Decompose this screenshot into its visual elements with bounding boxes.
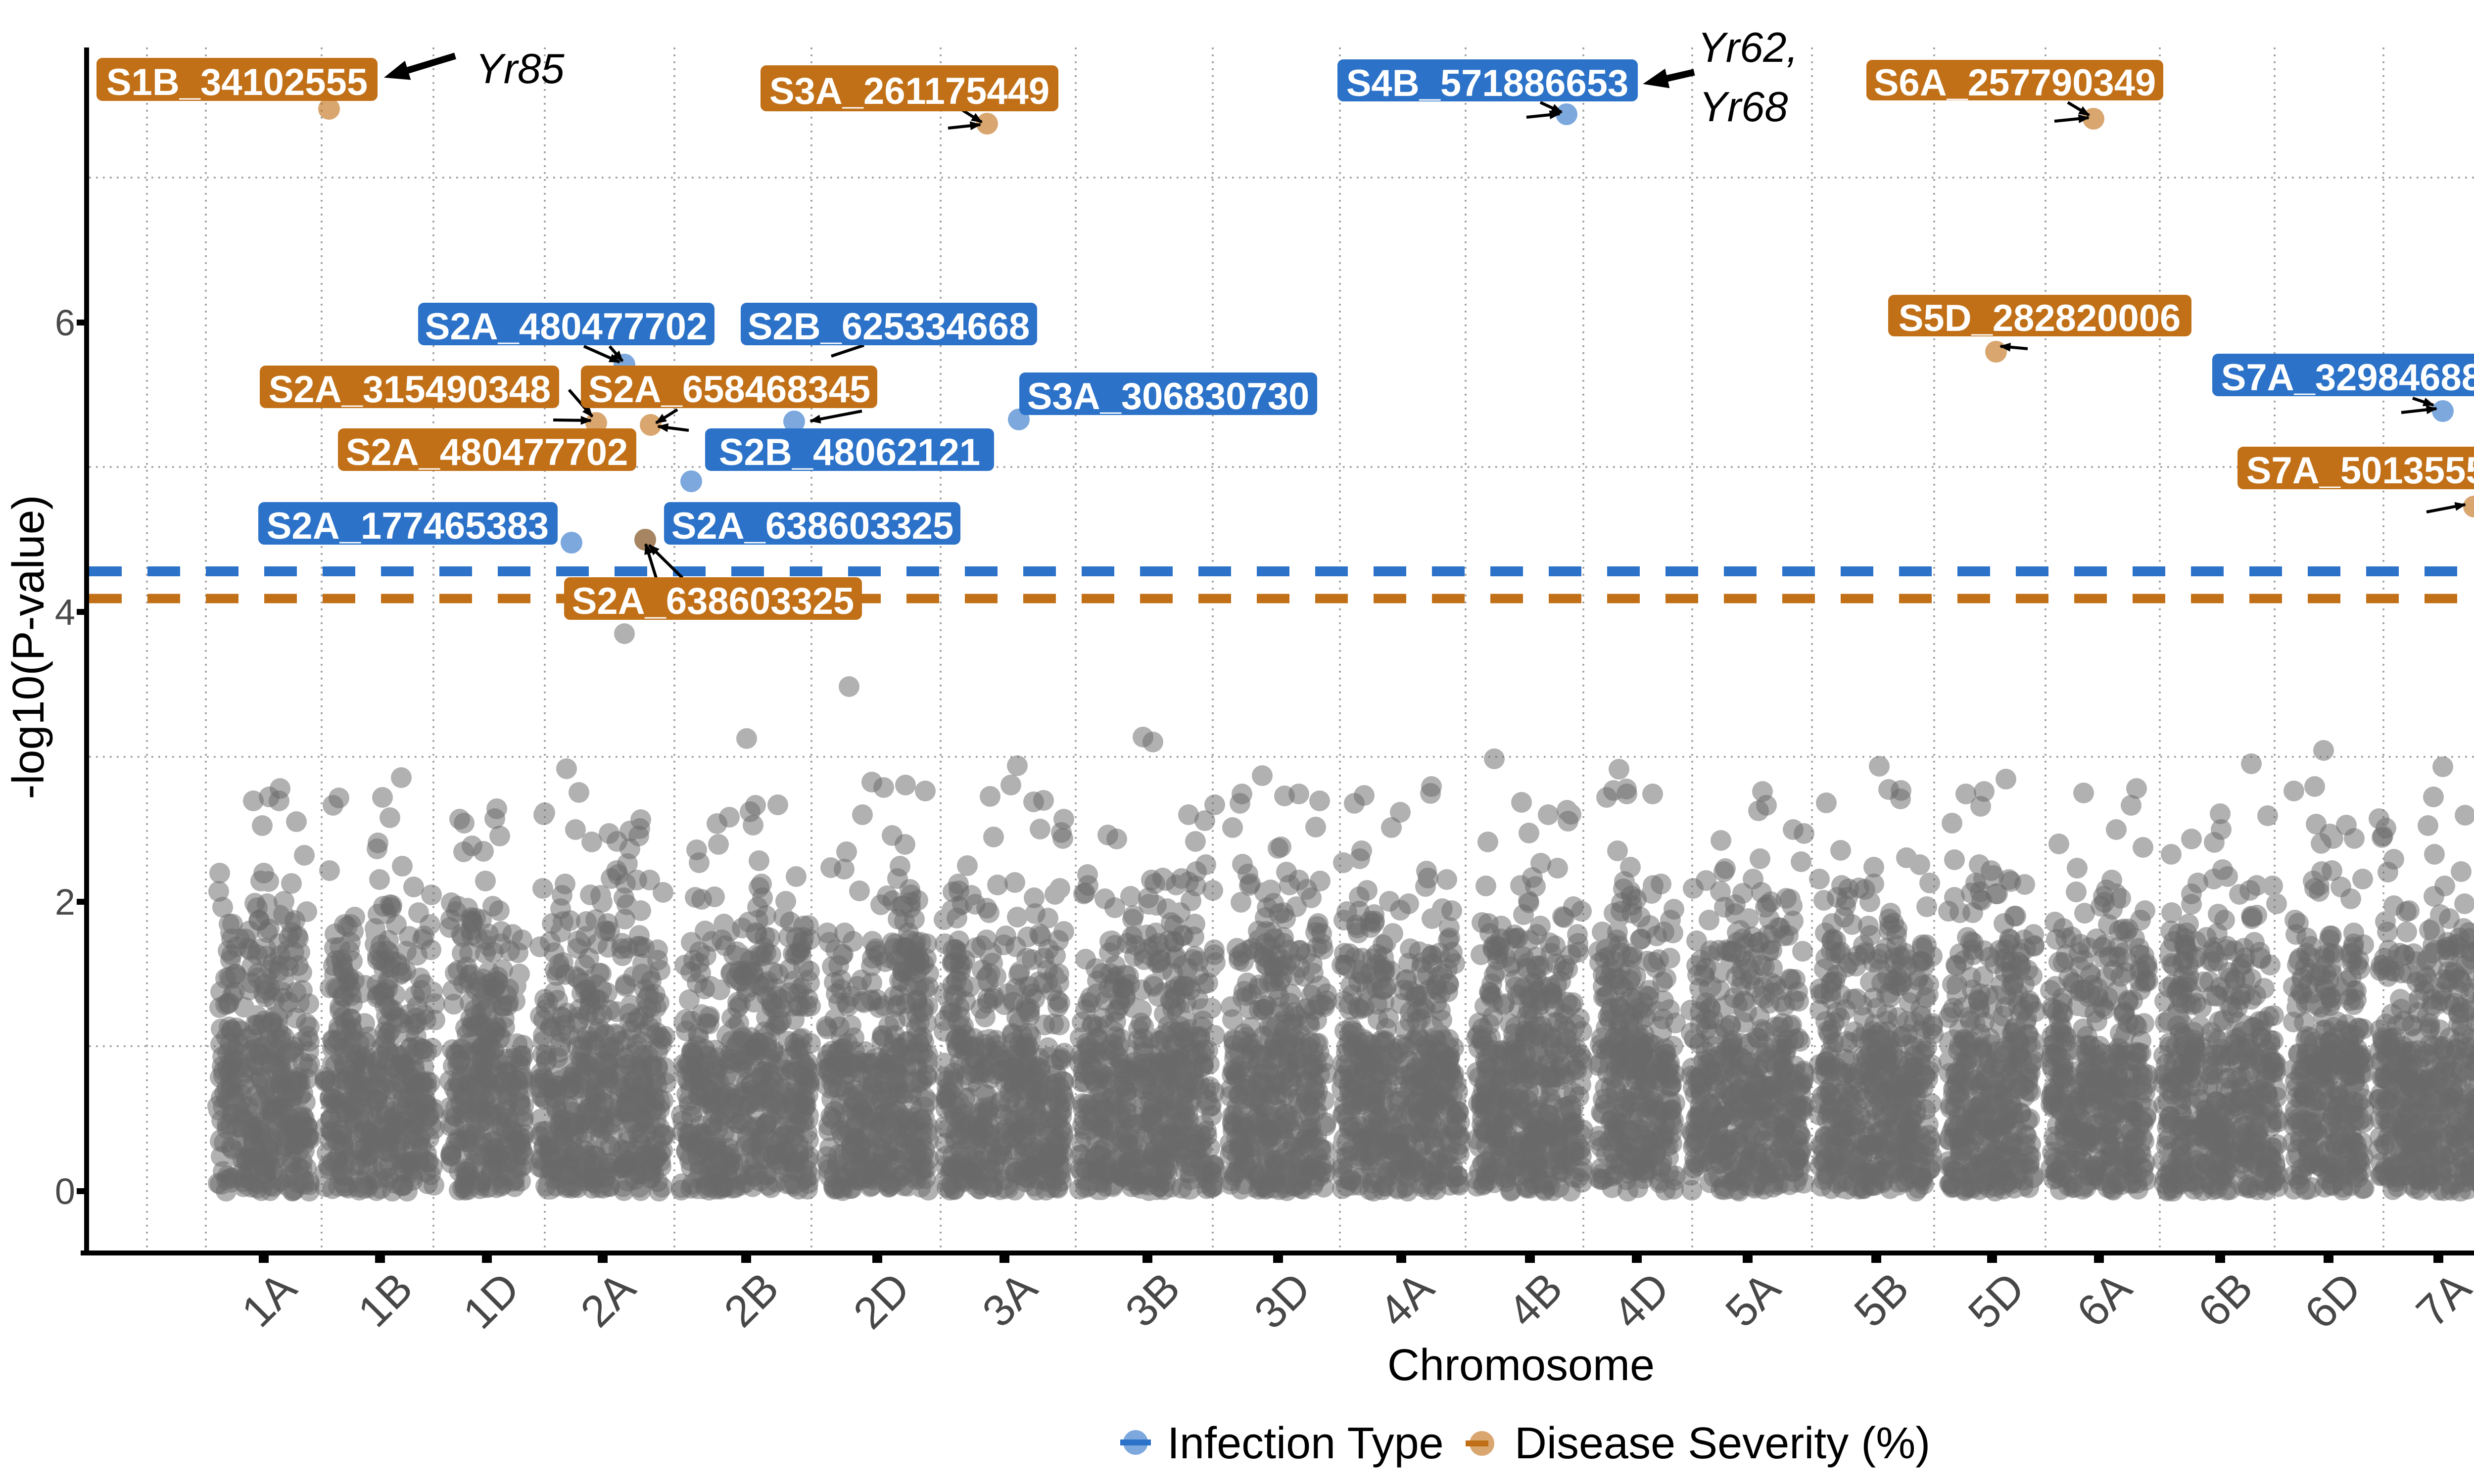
svg-text:4: 4 — [55, 592, 75, 633]
svg-text:S2B_625334668: S2B_625334668 — [748, 306, 1030, 348]
svg-text:S2A_480477702: S2A_480477702 — [346, 431, 628, 473]
svg-text:Infection Type: Infection Type — [1167, 1419, 1444, 1468]
svg-text:S5D_282820006: S5D_282820006 — [1899, 297, 2181, 339]
svg-text:Disease Severity (%): Disease Severity (%) — [1515, 1419, 1930, 1468]
svg-text:S4B_571886653: S4B_571886653 — [1346, 62, 1629, 104]
svg-text:0: 0 — [55, 1171, 75, 1212]
svg-text:S1B_34102555: S1B_34102555 — [106, 61, 368, 103]
svg-text:S7A_501355562: S7A_501355562 — [2246, 450, 2474, 492]
svg-text:Yr68: Yr68 — [1699, 84, 1788, 131]
svg-text:S2A_480477702: S2A_480477702 — [425, 306, 708, 348]
svg-text:S2A_177465383: S2A_177465383 — [267, 505, 549, 547]
svg-text:S7A_329846886: S7A_329846886 — [2221, 357, 2474, 399]
svg-text:S2A_658468345: S2A_658468345 — [588, 369, 871, 411]
svg-text:S2A_315490348: S2A_315490348 — [269, 369, 551, 411]
svg-text:S2A_638603325: S2A_638603325 — [572, 580, 855, 622]
svg-text:-log10(P-value): -log10(P-value) — [4, 495, 53, 799]
svg-text:S3A_261175449: S3A_261175449 — [769, 70, 1049, 112]
svg-text:Chromosome: Chromosome — [1387, 1341, 1655, 1390]
svg-text:6: 6 — [55, 302, 75, 343]
svg-text:S2A_638603325: S2A_638603325 — [671, 505, 954, 547]
svg-text:S2B_48062121: S2B_48062121 — [719, 431, 980, 473]
svg-text:S6A_257790349: S6A_257790349 — [1874, 62, 2156, 104]
svg-text:Yr62,: Yr62, — [1698, 24, 1798, 71]
svg-text:Yr85: Yr85 — [476, 46, 565, 93]
svg-text:S3A_306830730: S3A_306830730 — [1027, 375, 1310, 417]
svg-text:2: 2 — [55, 881, 75, 923]
